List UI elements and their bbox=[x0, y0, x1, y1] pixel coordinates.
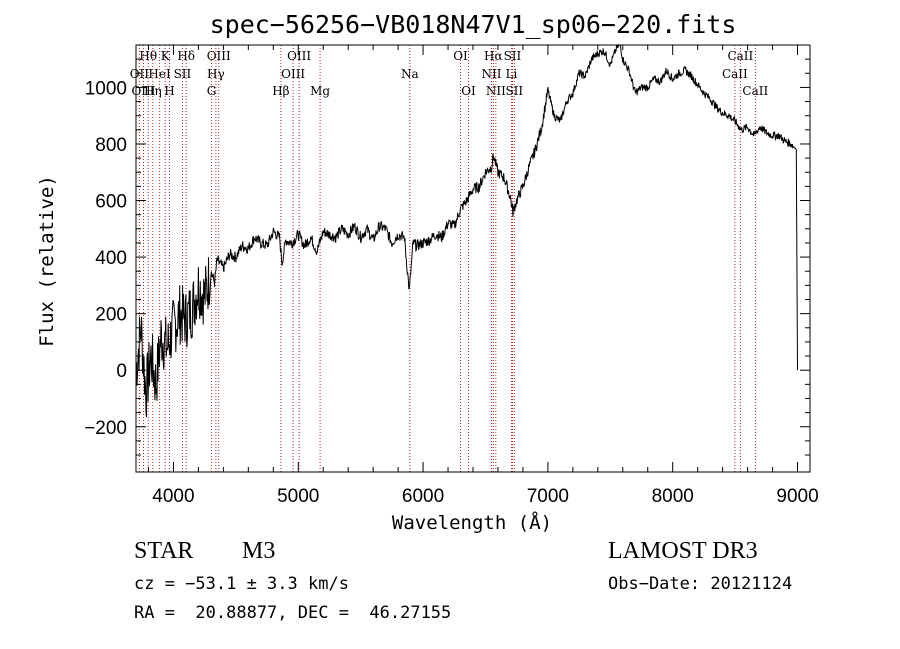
marker-label-22: SII bbox=[504, 49, 522, 63]
marker-label-23: Li bbox=[506, 67, 518, 81]
x-tick-label-4: 8000 bbox=[652, 486, 694, 507]
x-tick-label-5: 9000 bbox=[776, 486, 818, 507]
marker-label-4: HeI bbox=[148, 67, 171, 81]
marker-label-20: NII bbox=[481, 67, 501, 81]
redshift-velocity: cz = −53.1 ± 3.3 km/s bbox=[134, 574, 349, 594]
observation-date: Obs−Date: 20121124 bbox=[608, 574, 793, 594]
y-tick-label-2: 200 bbox=[95, 305, 127, 326]
y-tick-label-4: 600 bbox=[95, 192, 127, 213]
marker-label-12: Hβ bbox=[272, 84, 289, 98]
axis-ticks: 4000 5000 6000 7000 8000 9000 −200 0 200 400 600 80… bbox=[84, 45, 819, 507]
marker-label-0: Hθ bbox=[139, 49, 157, 63]
chart-title: spec−56256−VB018N47V1_sp06−220.fits bbox=[210, 10, 737, 39]
marker-label-13: OIII bbox=[287, 49, 311, 63]
y-axis-label: Flux (relative) bbox=[36, 175, 58, 347]
marker-label-2: OIII bbox=[131, 84, 155, 98]
marker-label-14: OIII bbox=[281, 67, 305, 81]
x-tick-label-1: 5000 bbox=[277, 486, 319, 507]
marker-label-17: OI bbox=[453, 49, 468, 63]
marker-label-6: H bbox=[164, 84, 174, 98]
marker-label-11: G bbox=[207, 84, 217, 98]
object-class: STAR bbox=[134, 538, 194, 564]
marker-label-15: Mg bbox=[310, 84, 330, 98]
marker-label-26: CaII bbox=[722, 67, 748, 81]
marker-label-16: Na bbox=[401, 67, 419, 81]
marker-label-1: OII bbox=[130, 67, 150, 81]
coordinates: RA = 20.88877, DEC = 46.27155 bbox=[134, 603, 452, 623]
x-axis-label: Wavelength (Å) bbox=[392, 511, 552, 534]
marker-label-21: NII bbox=[486, 84, 506, 98]
survey-name: LAMOST DR3 bbox=[608, 538, 758, 564]
marker-label-9: OIII bbox=[207, 49, 231, 63]
marker-label-10: Hγ bbox=[207, 67, 225, 81]
object-subclass: M3 bbox=[242, 538, 276, 564]
marker-label-19: Hα bbox=[484, 49, 503, 63]
y-tick-label-5: 800 bbox=[95, 135, 127, 156]
marker-label-3: Hη bbox=[144, 84, 162, 98]
spectrum-line bbox=[135, 43, 798, 418]
x-tick-label-0: 4000 bbox=[152, 486, 194, 507]
spectrum-series bbox=[135, 43, 798, 418]
marker-label-24: SII bbox=[505, 84, 523, 98]
y-tick-label-3: 400 bbox=[95, 248, 127, 269]
marker-label-27: CaII bbox=[742, 84, 768, 98]
y-tick-label-1: 0 bbox=[116, 361, 127, 382]
x-tick-label-2: 6000 bbox=[402, 486, 444, 507]
marker-label-5: K bbox=[161, 49, 171, 63]
marker-label-8: Hδ bbox=[177, 49, 195, 63]
marker-label-25: CaII bbox=[727, 49, 753, 63]
x-tick-label-3: 7000 bbox=[527, 486, 569, 507]
marker-label-18: OI bbox=[461, 84, 476, 98]
marker-label-7: SII bbox=[174, 67, 192, 81]
y-tick-label-0: −200 bbox=[84, 418, 127, 439]
y-tick-label-6: 1000 bbox=[85, 78, 127, 99]
